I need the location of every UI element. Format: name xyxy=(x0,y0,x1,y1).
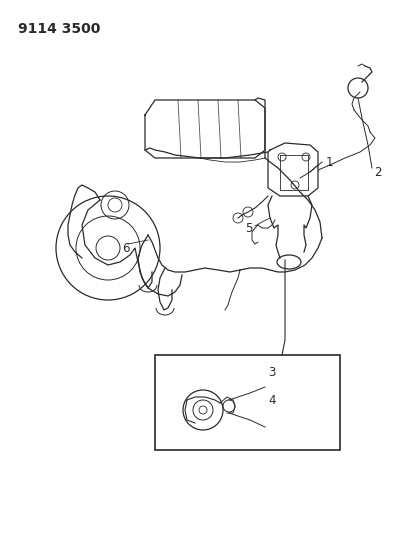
Text: 5: 5 xyxy=(245,222,252,235)
Text: 9114 3500: 9114 3500 xyxy=(18,22,100,36)
Text: 2: 2 xyxy=(374,166,381,180)
Text: 6: 6 xyxy=(122,241,129,254)
Bar xyxy=(155,355,340,450)
Text: 3: 3 xyxy=(268,366,275,378)
Text: 4: 4 xyxy=(268,393,275,407)
Text: 1: 1 xyxy=(326,156,333,168)
